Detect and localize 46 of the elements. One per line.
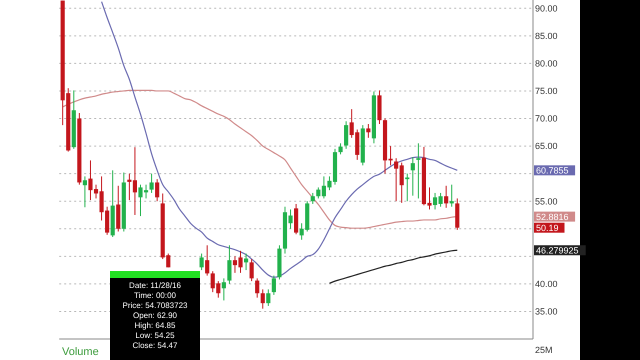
- candlestick: [338, 142, 343, 155]
- candlestick: [244, 253, 248, 271]
- text: 60.7855: [536, 165, 569, 176]
- candlestick: [266, 288, 270, 306]
- annotation: Low: 54.25: [135, 331, 176, 340]
- annotation: Date: 11/28/16: [129, 281, 182, 290]
- text: 46.279925: [536, 245, 579, 256]
- line-series: [62, 90, 458, 229]
- y-tick-label: 85.00: [535, 30, 558, 41]
- text: Volume: [62, 346, 99, 358]
- annotation: Open: 62.90: [132, 311, 178, 320]
- candlestick: [222, 278, 226, 301]
- candlestick: [205, 244, 210, 276]
- candlestick: [255, 278, 260, 298]
- y-tick-label: 75.00: [535, 86, 558, 96]
- candlestick: [366, 124, 370, 138]
- y-tick-label: 35.00: [535, 306, 558, 317]
- y-tick-label: 40.00: [535, 279, 558, 290]
- text: 52.8816: [536, 212, 569, 222]
- y-tick-label: 70.00: [535, 114, 558, 124]
- text: 25M: [535, 345, 553, 355]
- candlestick: [155, 178, 160, 202]
- candlestick: [410, 156, 415, 196]
- text: 50.19: [536, 222, 559, 233]
- annotation: Time: 00:00: [134, 291, 177, 300]
- candlestick: [405, 173, 410, 202]
- y-tick-label: 80.00: [535, 58, 558, 69]
- candlestick: [250, 258, 254, 282]
- annotation: Price: 54.7083723: [122, 301, 188, 310]
- y-tick-label: 65.00: [535, 141, 558, 152]
- candlestick: [227, 244, 232, 284]
- candlestick: [450, 184, 454, 208]
- candlestick: [272, 275, 276, 296]
- candlestick: [310, 192, 315, 204]
- candlestick: [82, 176, 87, 208]
- candlestick: [200, 253, 204, 271]
- annotation: High: 64.85: [134, 321, 176, 330]
- candlestick: [416, 142, 420, 199]
- text: Close: 54.47: [132, 341, 178, 350]
- candlestick: [260, 288, 265, 310]
- line-series: [328, 250, 458, 284]
- candlestick: [444, 185, 448, 208]
- y-tick-label: 90.00: [535, 3, 558, 14]
- y-tick-label: 55.00: [535, 196, 558, 206]
- candlestick: [150, 173, 154, 194]
- candlestick: [344, 120, 348, 150]
